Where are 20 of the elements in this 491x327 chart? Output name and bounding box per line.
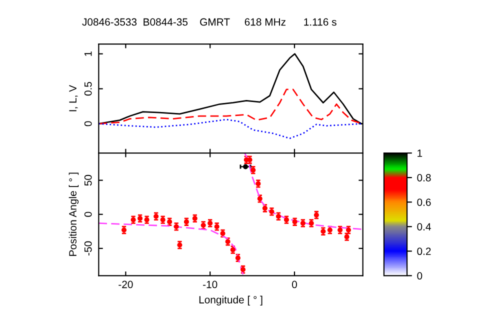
y-tick-label: 0.5 [84, 82, 92, 96]
color-bar-label: 0.8 [417, 174, 431, 182]
x-tick-label: -20 [118, 280, 133, 288]
color-bar-label: 0.4 [417, 223, 431, 230]
y-axis-title: I, L, V [69, 84, 78, 112]
chart-title: J0846-3533 B0844-35 GMRT 618 MHz 1.116 s [82, 18, 336, 26]
color-bar-label: 0 [417, 272, 422, 280]
y-tick-label: -50 [84, 241, 92, 256]
x-tick-label: -10 [203, 280, 218, 288]
y-axis-title: Position Angle [ ° ] [68, 172, 79, 256]
color-bar-label: 0.6 [417, 198, 431, 206]
color-bar-label: 1 [418, 150, 422, 157]
line-series [98, 118, 363, 140]
x-axis-title: Longitude [ ° ] [199, 296, 262, 306]
y-tick-label: 0 [84, 121, 92, 126]
x-tick-label: 0 [292, 280, 297, 288]
y-tick-label: 1 [84, 51, 92, 56]
color-bar-label: 0.2 [417, 248, 431, 256]
y-tick-label: 50 [84, 174, 92, 186]
y-tick-label: 0 [84, 212, 92, 217]
